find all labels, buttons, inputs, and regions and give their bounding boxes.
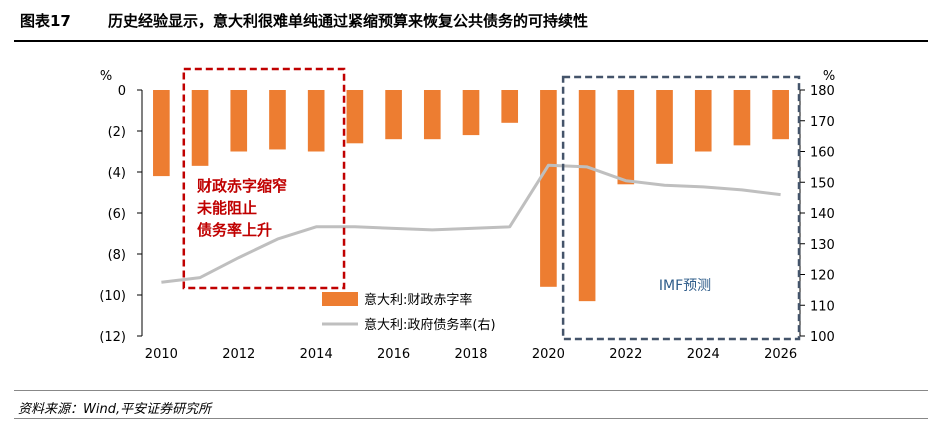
legend-swatch-deficit xyxy=(322,292,358,306)
right-tick-label: 110 xyxy=(810,299,835,314)
bar-deficit-2014 xyxy=(307,90,325,152)
right-tick-label: 160 xyxy=(810,146,835,161)
x-tick-label: 2020 xyxy=(532,347,565,362)
bar-deficit-2013 xyxy=(269,90,286,150)
right-axis-unit: % xyxy=(823,69,835,84)
left-axis-unit: % xyxy=(100,69,112,84)
right-tick-label: 170 xyxy=(810,115,835,130)
left-tick-label: 0 xyxy=(118,84,126,99)
left-tick-label: (8) xyxy=(108,248,126,263)
x-tick-label: 2010 xyxy=(145,347,178,362)
bar-deficit-2019 xyxy=(501,90,519,123)
right-tick-label: 140 xyxy=(810,207,835,222)
line-debt-ratio xyxy=(161,163,781,284)
bar-deficit-2015 xyxy=(346,90,364,144)
legend-label-deficit: 意大利:财政赤字率 xyxy=(364,292,472,308)
bar-deficit-2022 xyxy=(617,90,635,185)
annotation-red-line-3: 债务率上升 xyxy=(197,221,272,239)
annotation-red-line-2: 未能阻止 xyxy=(196,199,257,217)
bar-deficit-2018 xyxy=(462,90,480,136)
left-tick-label: (2) xyxy=(108,125,126,140)
bar-deficit-2021 xyxy=(578,90,596,302)
bar-deficit-2012 xyxy=(230,90,248,152)
footer-divider xyxy=(14,390,928,391)
right-tick-label: 180 xyxy=(810,84,835,99)
left-tick-label: (4) xyxy=(108,166,126,181)
bar-deficit-2025 xyxy=(733,90,751,146)
x-tick-label: 2014 xyxy=(300,347,333,362)
bar-deficit-2023 xyxy=(656,90,673,164)
bar-deficit-2011 xyxy=(191,90,209,166)
right-tick-label: 120 xyxy=(810,269,835,284)
annotation-imf-forecast: IMF预测 xyxy=(659,278,711,294)
right-tick-label: 150 xyxy=(810,176,835,191)
bar-deficit-2024 xyxy=(694,90,712,152)
right-tick-label: 130 xyxy=(810,238,835,253)
x-tick-label: 2016 xyxy=(377,347,410,362)
bar-deficit-2026 xyxy=(772,90,789,140)
x-tick-label: 2018 xyxy=(454,347,487,362)
bar-deficit-2017 xyxy=(423,90,441,140)
footer-divider-bottom xyxy=(14,418,928,419)
left-tick-label: (10) xyxy=(99,289,126,304)
highlight-box-red xyxy=(182,67,346,290)
x-tick-label: 2022 xyxy=(609,347,642,362)
highlight-box-blue xyxy=(561,75,801,341)
figure-header: 图表17 历史经验显示，意大利很难单纯通过紧缩预算来恢复公共债务的可持续性 xyxy=(14,0,928,42)
x-tick-label: 2024 xyxy=(687,347,720,362)
figure-title: 历史经验显示，意大利很难单纯通过紧缩预算来恢复公共债务的可持续性 xyxy=(108,12,589,30)
x-tick-label: 2026 xyxy=(764,347,797,362)
x-tick-label: 2012 xyxy=(222,347,255,362)
bar-deficit-2016 xyxy=(385,90,402,140)
figure-label: 图表17 xyxy=(20,12,71,30)
legend-label-debt: 意大利:政府债务率(右) xyxy=(364,317,496,333)
right-tick-label: 100 xyxy=(810,330,835,345)
source-note: 资料来源：Wind,平安证券研究所 xyxy=(18,402,212,417)
left-tick-label: (12) xyxy=(99,330,126,345)
left-tick-label: (6) xyxy=(108,207,126,222)
bar-deficit-2010 xyxy=(153,90,170,177)
annotation-red-line-1: 财政赤字缩窄 xyxy=(197,177,287,195)
bar-deficit-2020 xyxy=(540,90,557,287)
